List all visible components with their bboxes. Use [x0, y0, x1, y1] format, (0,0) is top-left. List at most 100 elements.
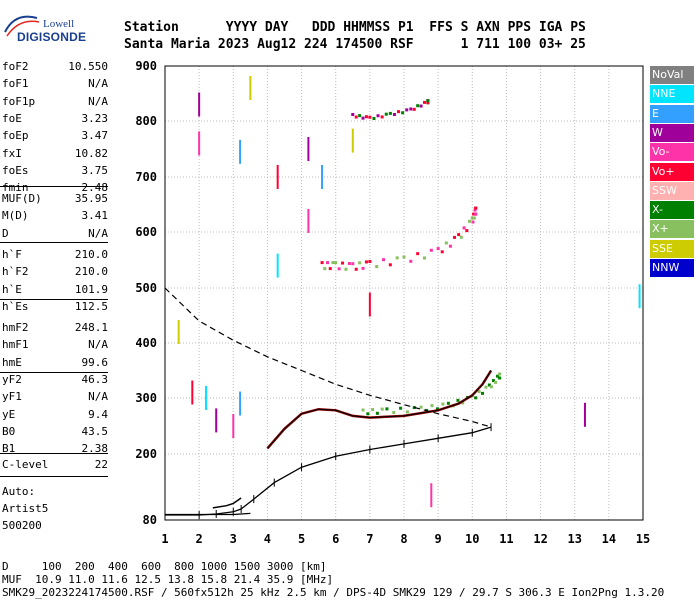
param-value: 46.3 — [81, 372, 109, 386]
y-tick-label: 700 — [135, 170, 157, 184]
f2-multihop-point — [351, 262, 355, 266]
f-x-trace-point — [481, 391, 485, 395]
scattered-echo — [321, 165, 324, 189]
x-tick-label: 14 — [602, 532, 616, 546]
param-separator — [0, 299, 108, 300]
top-echo-point — [422, 100, 426, 104]
param-value: 3.23 — [81, 111, 109, 125]
param-key: C-level — [2, 458, 49, 471]
f2-multihop-point — [472, 216, 476, 220]
f-x-trace-point — [484, 385, 488, 389]
hdr-day-label: DAY — [264, 20, 289, 35]
top-echo-point — [409, 107, 413, 111]
legend-w: W — [650, 123, 694, 142]
param-value: 3.75 — [81, 163, 109, 177]
y-tick-label: 500 — [135, 281, 157, 295]
f2-multihop-point — [334, 261, 338, 265]
param-value: 210.0 — [74, 248, 108, 261]
y-tick-label: 900 — [135, 59, 157, 73]
f2-multihop-point — [323, 267, 327, 271]
param-value: 112.5 — [74, 299, 108, 313]
param-key: foE — [2, 111, 22, 125]
param-ye: yE 9.4 — [2, 408, 108, 424]
scattered-echo — [198, 92, 201, 117]
param-value: 10.550 — [68, 60, 108, 73]
legend-nnw: NNW — [650, 259, 694, 277]
hdr-ps-value: 25 — [570, 37, 586, 52]
f2-multihop-point — [368, 259, 372, 263]
f-x-trace-point — [498, 372, 502, 376]
y-tick-label: 80 — [143, 513, 157, 527]
param-value: 2.48 — [81, 181, 109, 195]
header-labels: Station YYYY DAY DDD HHMMSS P1 FFS S AXN… — [124, 20, 586, 35]
f-x-trace-point — [380, 407, 384, 411]
x-tick-label: 3 — [230, 532, 237, 546]
param-foep: foEp 3.47 — [2, 129, 108, 145]
top-echo-point — [412, 107, 416, 111]
x-tick-label: 6 — [332, 532, 339, 546]
f2-multihop-point — [364, 260, 368, 264]
hdr-pps-value: 100 — [507, 37, 532, 52]
param-value: 2.38 — [81, 442, 109, 456]
param-hme: hmE 99.6 — [2, 356, 108, 372]
hdr-ddd-label: DDD — [311, 20, 336, 35]
f-x-trace-point — [419, 405, 423, 409]
param-key: yF2 — [2, 372, 22, 386]
param-separator — [0, 476, 108, 477]
hdr-time-value: 174500 — [335, 37, 383, 52]
param-hmf1: hmF1 N/A — [2, 338, 108, 354]
param-key: h`E — [2, 282, 22, 296]
f2-multihop-point — [474, 212, 478, 216]
x-tick-label: 8 — [400, 532, 407, 546]
param-mufd: MUF(D) 35.95 — [2, 192, 108, 208]
hdr-station-label: Station — [124, 20, 179, 35]
autoscale-line2: Artist5 — [2, 502, 49, 515]
top-echo-point — [426, 99, 430, 103]
x-tick-label: 12 — [533, 532, 547, 546]
hdr-year-label: YYYY — [225, 20, 258, 35]
f-x-trace-point — [446, 401, 450, 405]
top-echo-point — [426, 101, 430, 105]
f-x-trace-point — [392, 411, 396, 415]
param-fxi: fxI 10.82 — [2, 147, 108, 163]
f2-multihop-point — [474, 206, 478, 210]
scattered-echo — [276, 253, 279, 278]
top-echo-point — [354, 115, 358, 119]
param-key: foF1 — [2, 77, 29, 91]
f-x-trace-point — [405, 410, 409, 414]
f-x-trace-point — [489, 385, 493, 389]
legend-nne: NNE — [650, 85, 694, 104]
top-echo-point — [416, 104, 420, 108]
f-x-trace-point — [491, 379, 495, 383]
f2-multihop-point — [436, 247, 440, 251]
f2-multihop-point — [409, 259, 413, 263]
f2-multihop-point — [354, 267, 358, 271]
param-value: N/A — [88, 390, 108, 404]
param-value: 43.5 — [81, 424, 109, 438]
f2-multihop-point — [344, 267, 348, 271]
f2-multihop-point — [472, 212, 476, 216]
scattered-echo — [204, 386, 207, 410]
f2-multihop-point — [341, 261, 345, 265]
param-hf: h`F 210.0 — [2, 248, 108, 264]
x-tick-label: 7 — [366, 532, 373, 546]
param-foes: foEs 3.75 — [2, 164, 108, 180]
f-x-trace-point — [487, 383, 491, 387]
top-echo-point — [419, 104, 423, 108]
f2-multihop-point — [471, 220, 475, 224]
header-values: Santa Maria 2023 Aug12 224 174500 RSF 1 … — [124, 37, 586, 52]
f2-multihop-point — [358, 261, 362, 265]
f-o-trace-fit — [267, 370, 492, 449]
x-tick-label: 15 — [636, 532, 650, 546]
f2-multihop-point — [326, 261, 330, 265]
hdr-ps-label: PS — [570, 20, 586, 35]
f2-multihop-point — [375, 265, 379, 269]
y-tick-label: 200 — [135, 447, 157, 461]
scattered-echo — [583, 402, 586, 427]
param-value: 99.6 — [81, 355, 109, 369]
hdr-iga-value: 03+ — [538, 37, 563, 52]
f-x-trace-point — [496, 374, 500, 378]
scattered-echo — [368, 292, 371, 317]
plot-frame — [164, 65, 644, 521]
f2-multihop-point — [347, 261, 351, 265]
